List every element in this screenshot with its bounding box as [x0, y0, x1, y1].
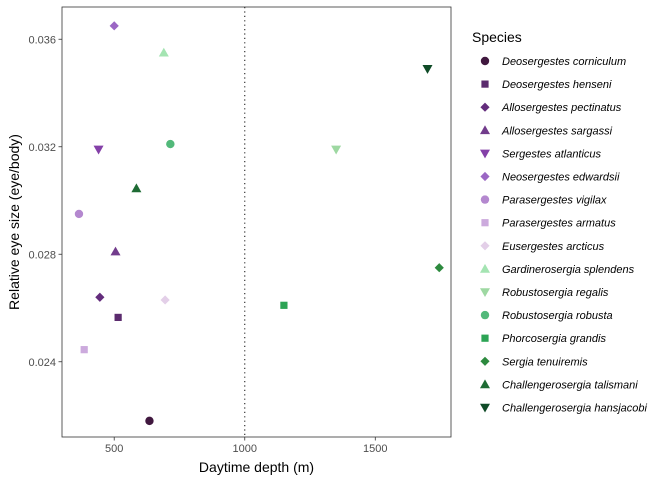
data-point — [158, 47, 169, 57]
legend-key — [480, 102, 490, 112]
legend-label: Allosergestes pectinatus — [501, 102, 622, 114]
legend-label: Robustosergia robusta — [502, 310, 613, 322]
data-points — [74, 21, 444, 426]
legend-label: Challengerosergia talismani — [502, 379, 638, 391]
legend-key — [480, 171, 490, 182]
legend-label: Parasergestes vigilax — [502, 195, 607, 207]
data-point — [131, 183, 142, 193]
data-point — [80, 346, 88, 354]
legend-key — [480, 56, 490, 66]
legend-label: Sergia tenuiremis — [502, 356, 588, 368]
legend-label: Allosergestes sargassi — [501, 125, 613, 137]
legend-label: Deosergestes corniculum — [502, 56, 626, 68]
data-point — [93, 145, 104, 155]
data-point — [95, 292, 105, 302]
data-point — [109, 21, 119, 31]
legend-title: Species — [472, 29, 522, 45]
x-tick-label: 1000 — [233, 443, 257, 455]
legend-key — [480, 379, 490, 389]
legend-label: Challengerosergia hansjacobi — [502, 403, 647, 415]
legend-key — [481, 80, 489, 88]
legend: Species Deosergestes corniculum Deoserges… — [472, 29, 647, 415]
legend-label: Deosergestes henseni — [502, 79, 612, 91]
data-point — [434, 263, 444, 273]
plot-panel — [61, 6, 452, 438]
legend-key — [480, 288, 490, 297]
legend-key — [480, 403, 490, 413]
legend-label: Phorcosergia grandis — [502, 333, 606, 345]
legend-label: Sergestes atlanticus — [502, 148, 602, 160]
legend-key — [481, 219, 489, 227]
legend-label: Parasergestes armatus — [502, 218, 616, 230]
legend-key — [480, 356, 490, 366]
legend-key — [480, 241, 490, 251]
y-tick-label: 0.024 — [28, 357, 56, 369]
data-point — [110, 246, 121, 256]
data-point — [166, 139, 175, 149]
legend-key — [481, 334, 489, 342]
x-axis-title: Daytime depth (m) — [199, 459, 314, 475]
data-point — [160, 295, 170, 305]
y-tick-label: 0.032 — [28, 142, 56, 154]
x-tick-label: 500 — [105, 443, 123, 455]
x-tick-label: 1500 — [363, 443, 387, 455]
legend-label: Neosergestes edwardsii — [502, 172, 620, 184]
data-point — [422, 65, 433, 74]
y-tick-label: 0.036 — [28, 34, 56, 46]
legend-key — [480, 149, 490, 159]
legend-key — [480, 310, 490, 320]
axes: 500 1000 1500 0.024 0.028 0.032 0.036 — [28, 34, 387, 455]
data-point — [74, 209, 84, 219]
legend-key — [480, 263, 490, 273]
y-axis-title: Relative eye size (eye/body) — [6, 134, 22, 310]
legend-key — [480, 195, 490, 204]
data-point — [114, 313, 122, 322]
legend-key — [480, 125, 490, 135]
data-point — [331, 145, 342, 155]
data-point — [280, 301, 288, 309]
legend-label: Gardinerosergia splendens — [502, 264, 635, 276]
y-tick-label: 0.028 — [28, 249, 56, 261]
data-point — [145, 416, 154, 426]
legend-label: Robustosergia regalis — [502, 287, 609, 299]
legend-label: Eusergestes arcticus — [502, 241, 605, 253]
